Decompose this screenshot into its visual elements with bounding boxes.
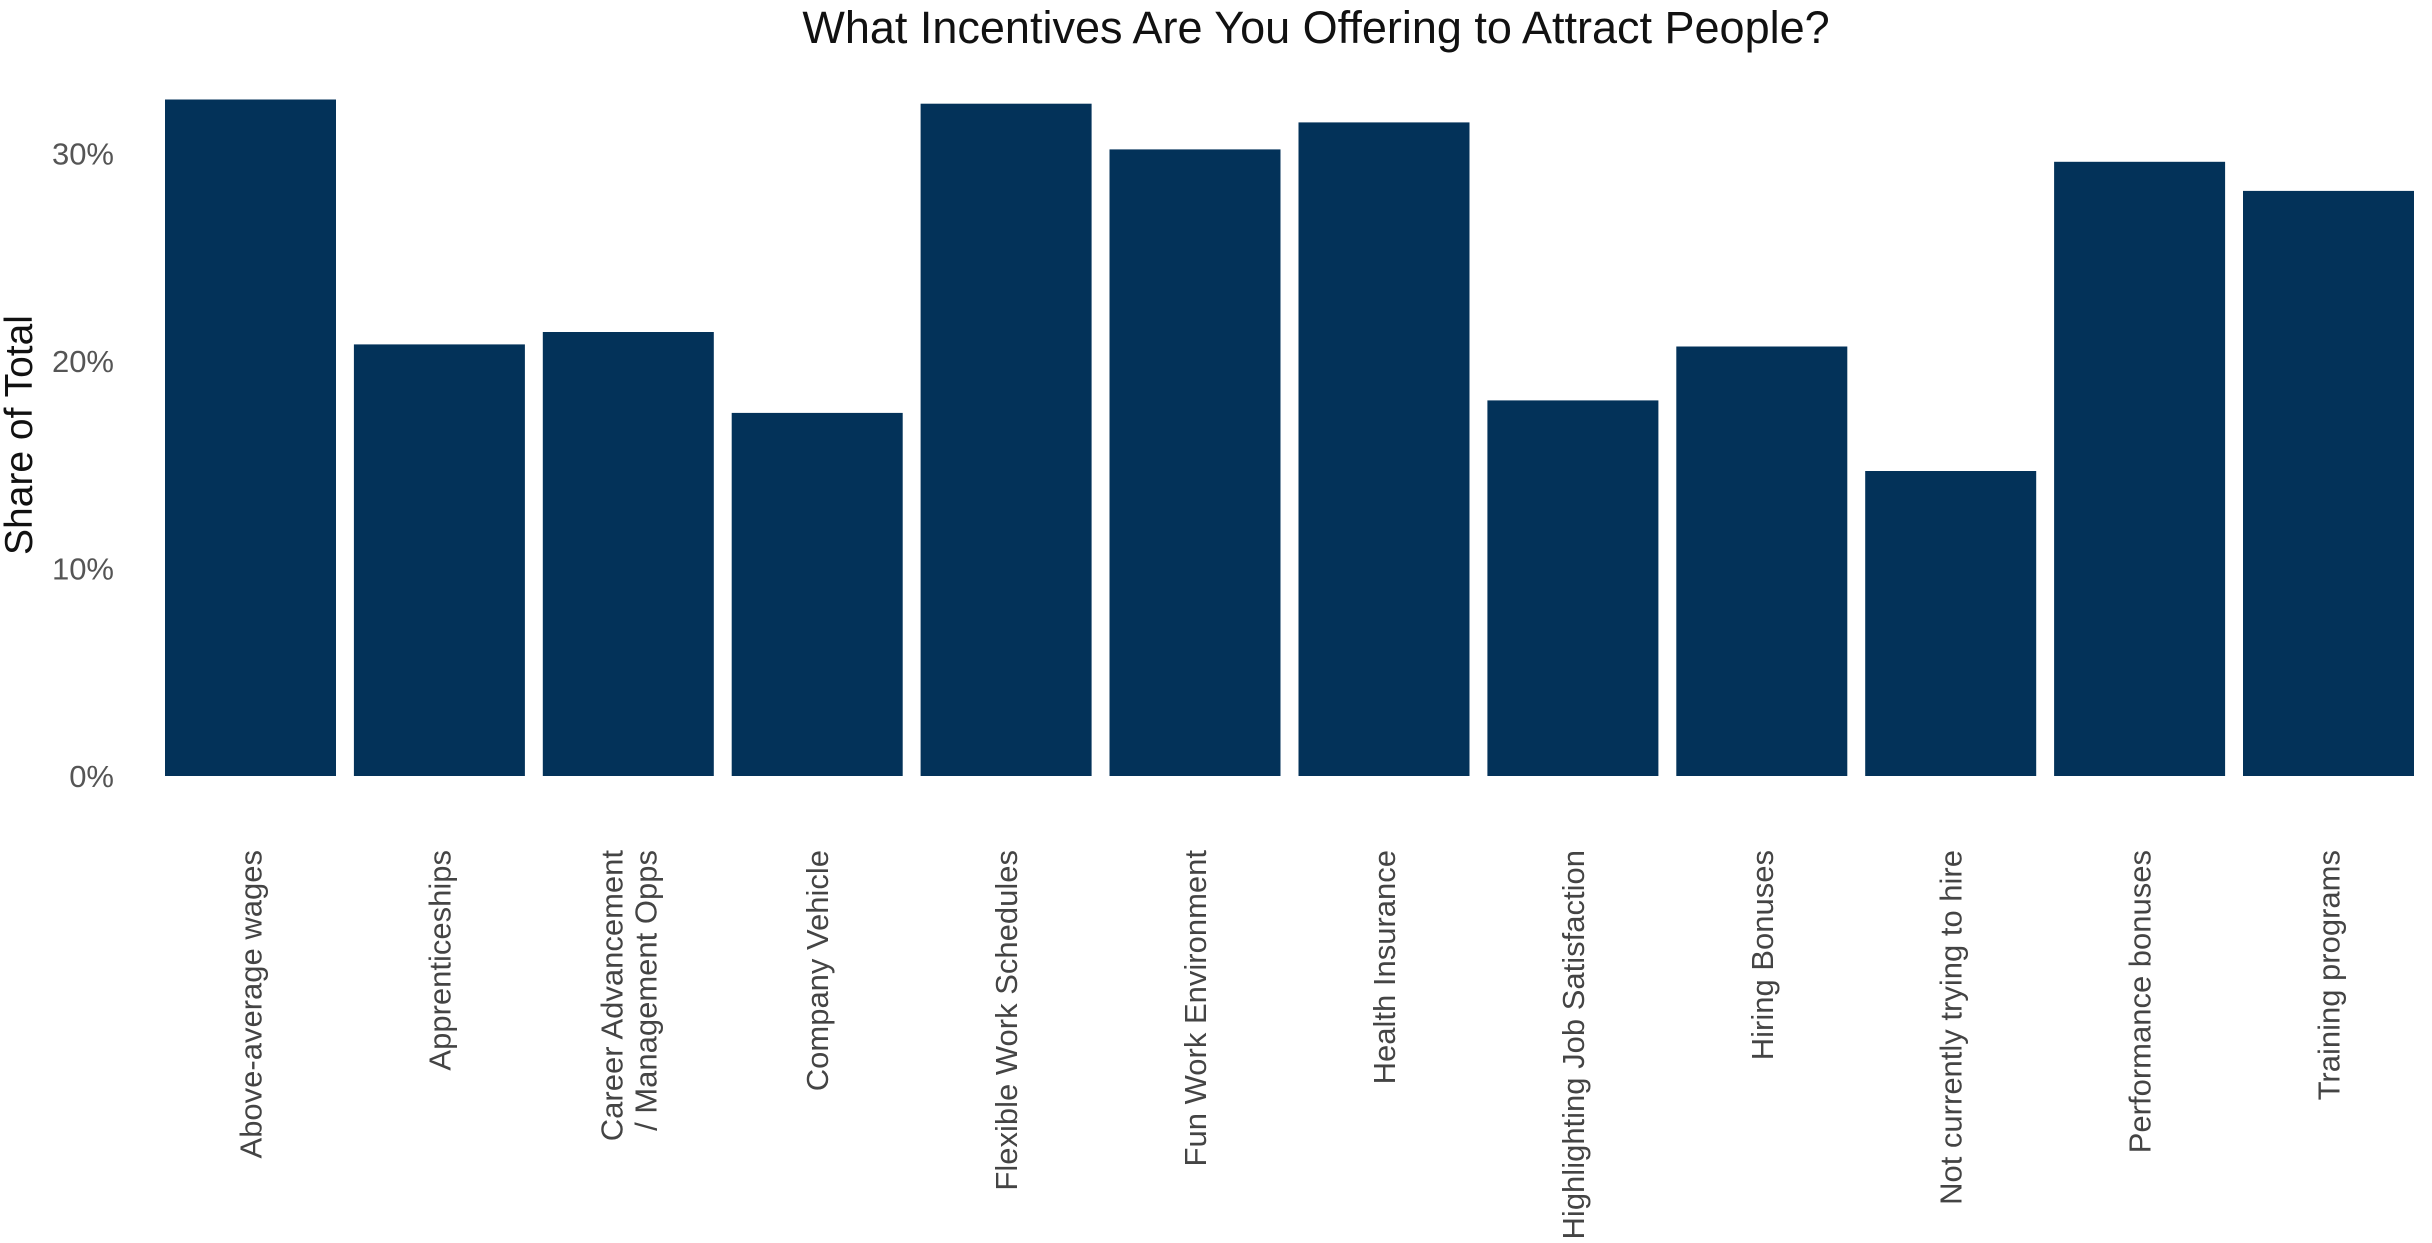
y-tick-label: 30% [52,137,114,172]
y-tick-label: 10% [52,552,114,587]
x-tick-label: Company Vehicle [800,850,835,1091]
bar [1109,149,1281,776]
bar [731,412,903,776]
x-tick-label: Fun Work Environment [1178,850,1213,1167]
bar [165,99,336,776]
bar [1487,400,1659,776]
bar [920,103,1092,776]
x-tick-label: Hiring Bonuses [1745,850,1780,1060]
x-tick-label: Highlighting Job Satisfaction [1556,850,1591,1238]
bar [2243,190,2414,776]
y-tick-label: 0% [69,759,114,794]
x-tick-label: Training programs [2312,850,2347,1100]
x-tick-label: Health Insurance [1367,850,1402,1084]
x-tick-label: Not currently trying to hire [1934,850,1969,1205]
y-axis-ticks: 0% 10% 20% 30% [52,137,114,795]
y-tick-label: 20% [52,344,114,379]
x-tick-label: Flexible Work Schedules [989,850,1024,1191]
bar [1865,471,2037,776]
chart-title: What Incentives Are You Offering to Attr… [802,2,1829,53]
x-tick-label: Career Advancement/ Management Opps [594,850,663,1142]
x-axis-ticks: Above-average wages Apprenticeships Career… [234,850,2347,1240]
x-tick-label: Above-average wages [234,850,269,1158]
bar [1298,122,1470,776]
bar [353,344,525,776]
bar [542,332,714,776]
bar [1676,346,1848,776]
bar [2054,161,2226,777]
bars-group [165,99,2414,777]
y-axis-label: Share of Total [0,315,41,555]
x-tick-label: Performance bonuses [2123,850,2158,1153]
x-tick-label: Apprenticeships [422,850,457,1071]
